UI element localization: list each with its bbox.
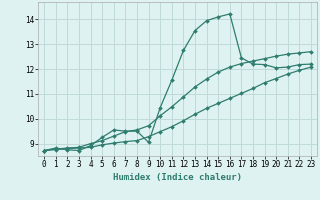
X-axis label: Humidex (Indice chaleur): Humidex (Indice chaleur) — [113, 173, 242, 182]
